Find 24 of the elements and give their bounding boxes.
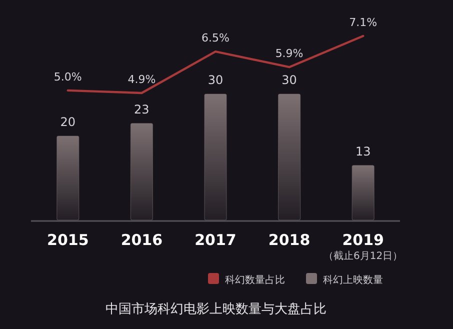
bar bbox=[204, 94, 227, 220]
data-label: 4.9% bbox=[128, 73, 156, 86]
data-label: 30 bbox=[282, 73, 297, 87]
data-label: 13 bbox=[355, 144, 371, 158]
x-tick-label: 2019 bbox=[342, 231, 384, 249]
data-label: 5.0% bbox=[54, 70, 82, 84]
x-tick-label: 2015 bbox=[47, 231, 89, 249]
bar bbox=[352, 165, 374, 220]
data-label: 5.9% bbox=[275, 47, 304, 60]
data-label: 20 bbox=[60, 115, 76, 129]
bar bbox=[278, 94, 301, 220]
x-tick-label: 2017 bbox=[194, 231, 236, 249]
bar bbox=[56, 136, 80, 220]
legend-label: 科幻数量占比 bbox=[225, 274, 285, 286]
data-label: 30 bbox=[208, 73, 224, 87]
text: （截止6月12日） bbox=[324, 250, 403, 262]
data-label: 6.5% bbox=[202, 32, 230, 45]
x-tick-label: 2018 bbox=[268, 231, 310, 249]
x-tick-label: 2016 bbox=[120, 231, 163, 249]
bar bbox=[130, 123, 153, 220]
data-label: 7.1% bbox=[349, 16, 378, 29]
legend-label: 科幻上映数量 bbox=[323, 274, 383, 286]
text: 中国市场科幻电影上映数量与大盘占比 bbox=[106, 302, 326, 317]
data-label: 23 bbox=[134, 102, 150, 116]
